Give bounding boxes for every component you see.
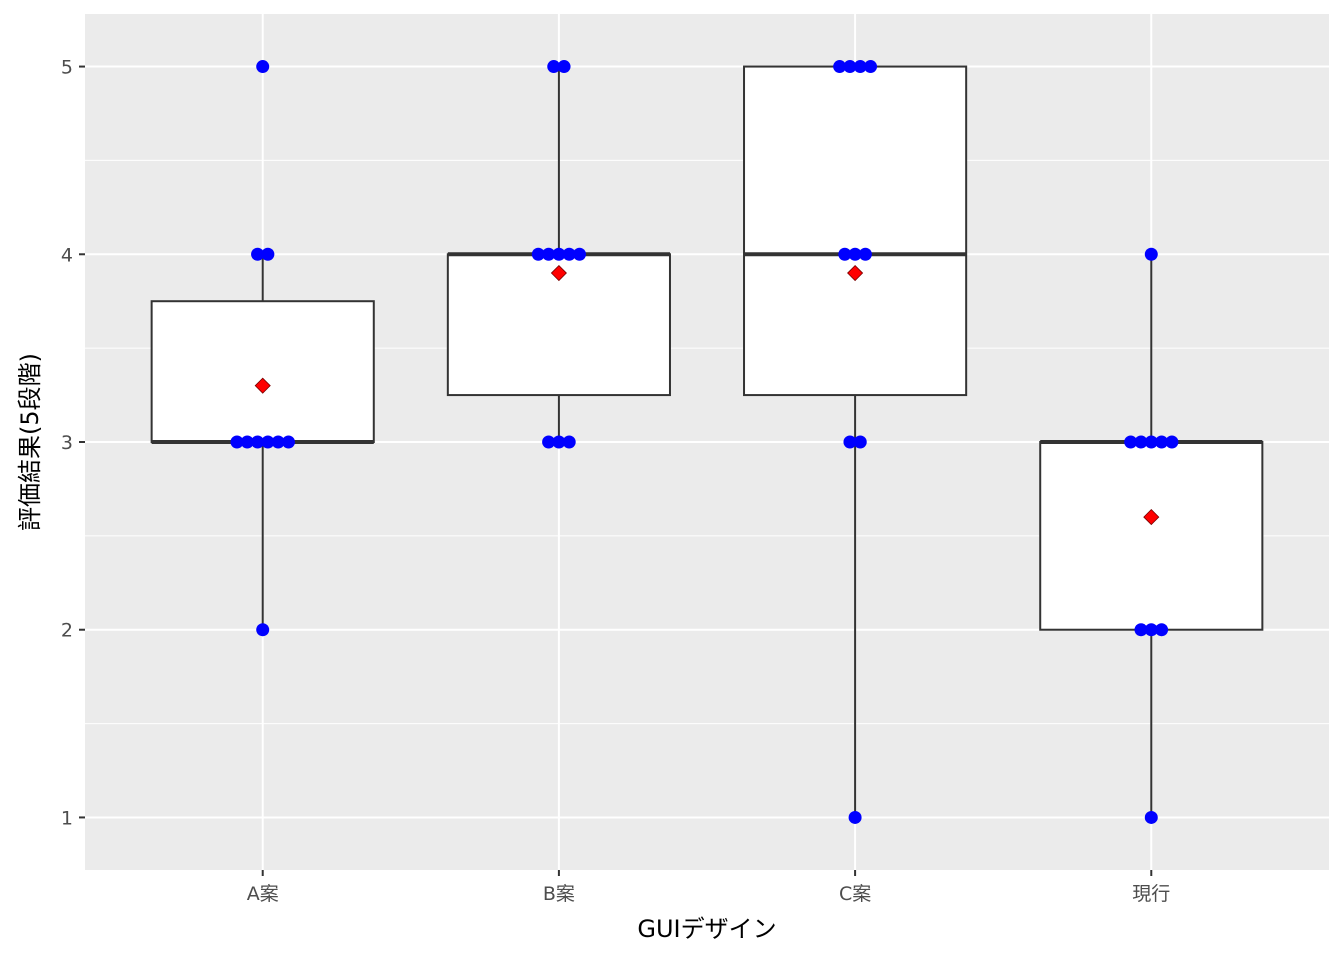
data-point [1144, 810, 1158, 824]
mean-marker [550, 264, 567, 282]
x-tick-label: 現行 [1132, 883, 1170, 905]
data-point [256, 60, 270, 74]
x-axis-title: GUIデザイン [637, 915, 776, 943]
data-point [1144, 435, 1158, 449]
data-point [562, 435, 576, 449]
data-point [562, 247, 576, 261]
box-4 [1039, 254, 1264, 818]
y-tick-label: 4 [61, 244, 73, 266]
point-series [230, 60, 1179, 824]
data-point [853, 60, 867, 74]
data-point [843, 60, 857, 74]
data-point [230, 435, 244, 449]
y-tick-label: 1 [61, 807, 73, 829]
mean-marker [254, 377, 271, 394]
data-point [542, 435, 556, 449]
data-point [1134, 623, 1148, 637]
data-point [1165, 435, 1179, 449]
data-point [848, 810, 862, 824]
data-point [271, 435, 285, 449]
data-point [573, 247, 587, 261]
box-3 [743, 65, 968, 818]
data-point [240, 435, 254, 449]
data-point [552, 247, 566, 261]
x-tick-label: C案 [839, 883, 871, 905]
mean-marker [847, 264, 864, 282]
data-point [261, 435, 275, 449]
x-tick-label: A案 [247, 883, 279, 905]
y-axis-ticks: 1 2 3 4 5 [61, 57, 85, 829]
x-axis-ticks: A案 B案 C案 現行 [247, 870, 1170, 905]
box-body [1039, 441, 1264, 631]
data-point [547, 60, 561, 74]
y-tick-label: 2 [61, 620, 73, 642]
data-point [557, 60, 571, 74]
data-point [531, 247, 545, 261]
data-point [1155, 623, 1169, 637]
data-point [281, 435, 295, 449]
data-point [858, 247, 872, 261]
data-point [552, 435, 566, 449]
data-point [251, 247, 265, 261]
data-point [542, 247, 556, 261]
data-point [261, 247, 275, 261]
mean-markers [254, 264, 1160, 526]
data-point [1144, 247, 1158, 261]
y-tick-label: 5 [61, 57, 73, 79]
x-tick-label: B案 [543, 883, 575, 905]
data-point [838, 247, 852, 261]
data-point [256, 623, 270, 637]
y-axis-title: 評価結果(5段階) [16, 353, 44, 531]
box-body [150, 300, 375, 444]
data-point [833, 60, 847, 74]
data-point [853, 435, 867, 449]
data-point [843, 435, 857, 449]
data-point [251, 435, 265, 449]
data-point [1144, 623, 1158, 637]
box-body [743, 65, 968, 397]
data-point [1134, 435, 1148, 449]
data-point [1124, 435, 1138, 449]
data-point [848, 247, 862, 261]
data-point [1155, 435, 1169, 449]
y-tick-label: 3 [61, 432, 73, 454]
mean-marker [1143, 509, 1160, 526]
data-point [864, 60, 878, 74]
